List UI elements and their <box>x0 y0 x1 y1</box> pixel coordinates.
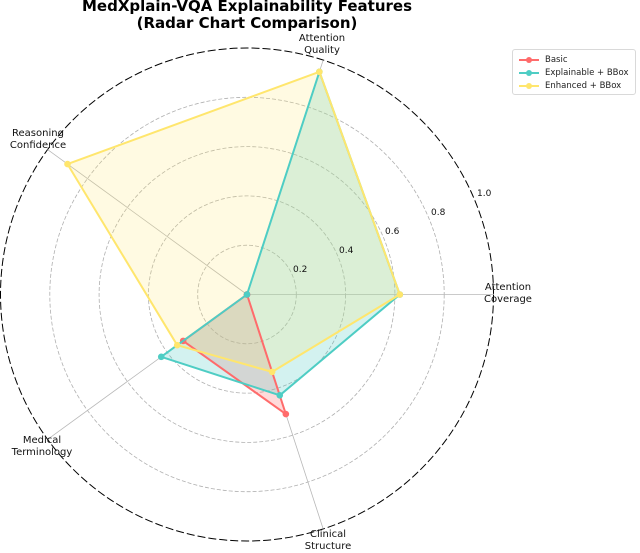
tick-label-0.8: 0.8 <box>431 208 446 218</box>
series-fill <box>67 71 400 372</box>
axis-label-line: Reasoning <box>12 128 64 139</box>
legend-item-enhanced: Enhanced + BBox <box>519 79 621 92</box>
axis-label-line: Confidence <box>9 140 67 151</box>
axis-label-line: Medical <box>22 435 62 446</box>
legend-marker-icon <box>519 81 539 91</box>
legend-marker-icon <box>519 55 539 65</box>
series-fill <box>183 294 286 415</box>
data-point-marker <box>396 291 404 298</box>
tick-label-0.6: 0.6 <box>385 227 400 237</box>
chart-title-line2: (Radar Chart Comparison) <box>136 14 358 32</box>
legend-label: Explainable + BBox <box>545 67 629 78</box>
legend: Basic Explainable + BBox Enhanced + BBox <box>512 49 636 95</box>
tick-label-1.0: 1.0 <box>477 189 492 199</box>
axis-label-line: Structure <box>304 541 352 552</box>
data-point-marker <box>64 160 71 168</box>
tick-label-0.2: 0.2 <box>293 265 308 275</box>
radar-series <box>64 68 404 418</box>
axis-label-attention-coverage: Attention Coverage <box>474 282 542 306</box>
legend-label: Enhanced + BBox <box>545 80 622 91</box>
axis-label-line: Clinical <box>309 529 347 540</box>
axis-label-reasoning-confidence: Reasoning Confidence <box>2 128 74 152</box>
axis-label-attention-quality: Attention Quality <box>290 33 354 57</box>
series-line <box>66 70 401 373</box>
tick-label-0.4: 0.4 <box>339 246 354 256</box>
data-point-marker <box>173 341 181 349</box>
axis-label-line: Coverage <box>484 294 532 305</box>
data-point-marker <box>243 291 251 298</box>
radar-grid <box>0 47 494 542</box>
axis-label-line: Attention <box>484 282 532 293</box>
data-point-marker <box>282 410 290 418</box>
axis-label-line: Quality <box>304 45 340 56</box>
legend-item-explainable: Explainable + BBox <box>519 66 628 79</box>
legend-label: Basic <box>545 54 568 65</box>
axis-label-medical-terminology: Medical Terminology <box>4 435 80 459</box>
axis-label-line: Terminology <box>11 447 73 458</box>
axis-spoke <box>47 149 248 295</box>
chart-title-line1: MedXplain-VQA Explainability Features <box>81 0 413 15</box>
data-point-marker <box>268 368 276 376</box>
data-point-marker <box>316 68 323 76</box>
data-point-marker <box>157 353 165 361</box>
legend-marker-icon <box>519 68 539 78</box>
legend-item-basic: Basic <box>519 53 568 66</box>
data-point-marker <box>276 392 284 399</box>
axis-label-clinical-structure: Clinical Structure <box>294 529 362 553</box>
axis-label-line: Attention <box>298 33 346 44</box>
